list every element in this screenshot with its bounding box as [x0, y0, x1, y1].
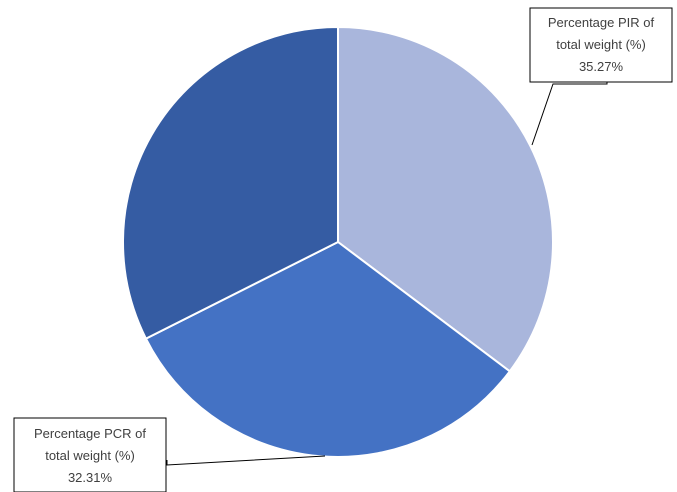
callout-pcr: Percentage PCR of total weight (%) 32.31…	[13, 417, 326, 492]
callout-pcr-box	[13, 417, 167, 492]
callout-pcr-label-line-2: total weight (%)	[45, 448, 135, 463]
callout-pcr-label-line-1: Percentage PCR of	[34, 426, 146, 441]
callout-pir-label-line-1: Percentage PIR of	[548, 15, 655, 30]
callout-pir-value-label: 35.27%	[579, 59, 624, 74]
callout-pir-leader	[531, 82, 608, 146]
callout-pir: Percentage PIR of total weight (%) 35.27…	[529, 7, 673, 146]
callout-pcr-value-label: 32.31%	[68, 470, 113, 485]
pie-slices	[122, 25, 554, 458]
pie-slice-other	[122, 25, 339, 340]
pie-slice-pir	[337, 25, 554, 373]
callout-pcr-leader	[166, 455, 326, 466]
callout-pir-box	[529, 7, 673, 83]
callout-pir-label-line-2: total weight (%)	[556, 37, 646, 52]
